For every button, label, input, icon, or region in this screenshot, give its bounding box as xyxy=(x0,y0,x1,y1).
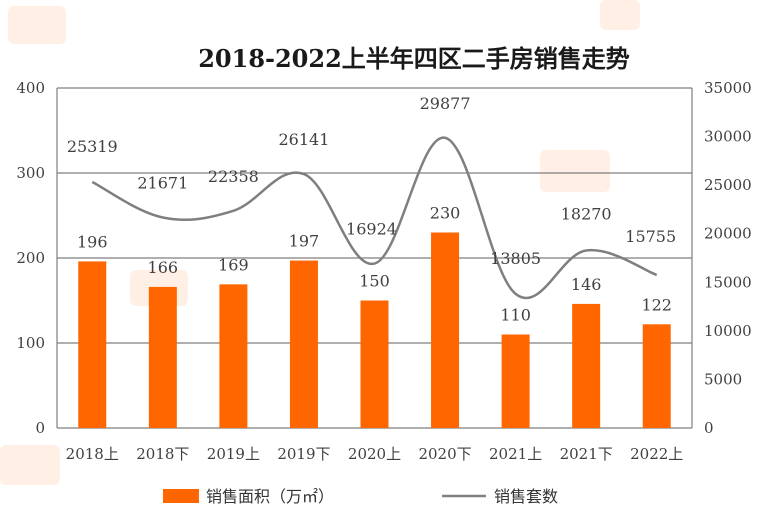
line-path xyxy=(91,136,658,300)
left-tick-label: 300 xyxy=(16,164,45,182)
line-data-label: 21671 xyxy=(137,173,188,192)
bar-series xyxy=(78,232,671,428)
left-tick-label: 200 xyxy=(16,249,45,267)
line-data-label: 26141 xyxy=(278,130,329,149)
bar xyxy=(289,260,318,428)
bar-data-label: 169 xyxy=(218,255,249,274)
left-tick-label: 100 xyxy=(16,334,45,352)
x-tick-label: 2021上 xyxy=(489,445,542,463)
bar-data-label: 230 xyxy=(430,204,461,223)
bar-data-label: 197 xyxy=(289,232,320,251)
right-tick-label: 30000 xyxy=(704,128,752,146)
x-tick-label: 2018下 xyxy=(136,445,189,463)
bar-data-label: 166 xyxy=(148,258,179,277)
line-data-label: 29877 xyxy=(420,94,471,113)
x-tick-label: 2019上 xyxy=(207,445,260,463)
bar-data-label: 146 xyxy=(571,275,602,294)
line-data-label: 16924 xyxy=(346,220,397,239)
x-tick-label: 2019下 xyxy=(277,445,330,463)
legend-line-label: 销售套数 xyxy=(494,487,558,506)
line-data-label: 22358 xyxy=(208,167,259,186)
line-data-label: 25319 xyxy=(67,137,118,156)
line-data-label: 15755 xyxy=(625,227,676,246)
legend: 销售面积（万㎡） 销售套数 xyxy=(163,487,558,506)
line-series xyxy=(91,136,658,300)
bar-data-labels: 196 166 169 197 150 230 110 146 122 xyxy=(77,204,672,325)
bar xyxy=(501,334,530,428)
x-tick-label: 2020下 xyxy=(418,445,471,463)
bar xyxy=(219,284,248,428)
right-tick-label: 10000 xyxy=(704,322,752,340)
bar-data-label: 122 xyxy=(641,295,672,314)
bar xyxy=(642,324,671,428)
bar xyxy=(78,261,107,428)
left-axis-ticks: 0 100 200 300 400 xyxy=(16,79,45,437)
x-tick-label: 2020上 xyxy=(348,445,401,463)
left-tick-label: 0 xyxy=(35,419,45,437)
line-data-label: 13805 xyxy=(490,249,541,268)
legend-bar-label: 销售面积（万㎡） xyxy=(206,487,334,506)
line-data-labels: 25319 21671 22358 26141 16924 29877 13805 18270… xyxy=(67,94,676,268)
right-axis-ticks: 0 5000 10000 15000 20000 25000 30000 35000 xyxy=(704,79,752,437)
right-tick-label: 5000 xyxy=(704,370,742,388)
bar xyxy=(148,286,177,428)
bar xyxy=(572,303,601,428)
right-tick-label: 20000 xyxy=(704,225,752,243)
bar-data-label: 196 xyxy=(77,232,108,251)
bar xyxy=(431,232,460,428)
x-tick-label: 2018上 xyxy=(66,445,119,463)
line-data-label: 18270 xyxy=(561,205,612,224)
bar-data-label: 150 xyxy=(359,272,390,291)
right-tick-label: 0 xyxy=(704,419,714,437)
right-tick-label: 25000 xyxy=(704,176,752,194)
legend-bar-swatch xyxy=(163,489,199,503)
bar xyxy=(360,300,389,428)
x-tick-label: 2022上 xyxy=(630,445,683,463)
x-tick-label: 2021下 xyxy=(560,445,613,463)
left-tick-label: 400 xyxy=(16,79,45,97)
watermark xyxy=(0,0,640,485)
right-tick-label: 15000 xyxy=(704,273,752,291)
bar-data-label: 110 xyxy=(500,306,531,325)
right-tick-label: 35000 xyxy=(704,79,752,97)
chart-title: 2018-2022上半年四区二手房销售走势 xyxy=(198,44,630,73)
x-axis-ticks: 2018上 2018下 2019上 2019下 2020上 2020下 2021上 2021下… xyxy=(66,445,684,463)
